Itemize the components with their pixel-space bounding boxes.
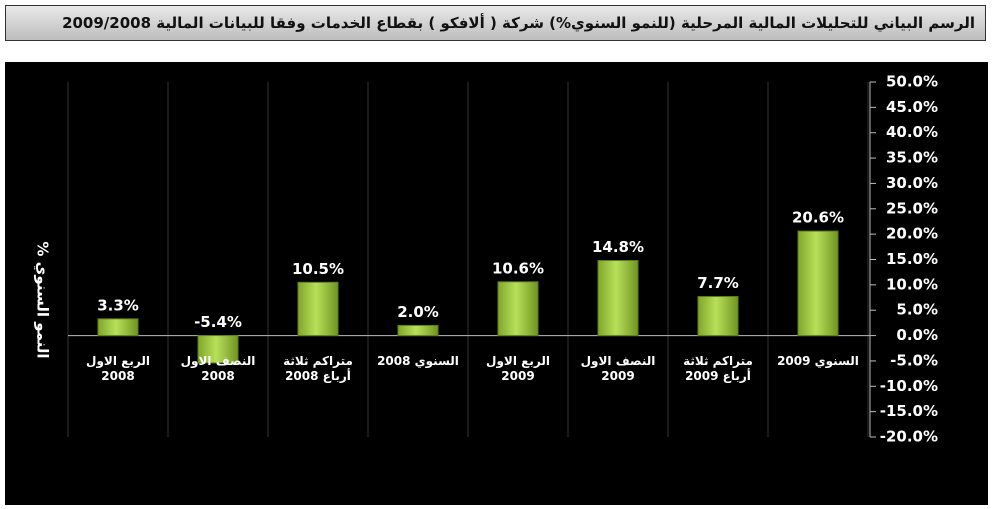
y-tick-label: 5.0%: [896, 301, 938, 319]
value-label: 10.6%: [492, 259, 544, 277]
chart-area: [5, 62, 988, 505]
x-tick-label: الربع الاول 2009: [486, 353, 550, 383]
x-tick-label: النصف الاول 2008: [180, 353, 256, 383]
value-label: 20.6%: [792, 209, 844, 227]
value-label: 7.7%: [697, 274, 739, 292]
x-tick-label: النصف الاول 2009: [580, 353, 656, 383]
y-tick-label: 45.0%: [886, 98, 938, 116]
bar: [97, 318, 139, 337]
y-tick-label: 50.0%: [886, 73, 938, 91]
y-tick-label: 15.0%: [886, 250, 938, 268]
x-tick-label: متراكم ثلاثة أرباع 2009: [683, 353, 753, 383]
value-label: 14.8%: [592, 238, 644, 256]
bar: [397, 324, 439, 337]
y-tick-label: 30.0%: [886, 174, 938, 192]
y-tick-label: -10.0%: [880, 377, 938, 395]
x-tick-label: متراكم ثلاثة أرباع 2008: [283, 353, 353, 383]
value-label: 2.0%: [397, 303, 439, 321]
y-tick-label: 25.0%: [886, 199, 938, 217]
chart-title: الرسم البياني للتحليلات المالية المرحلية…: [5, 5, 986, 41]
y-axis-title: النمو السنوي %: [33, 241, 52, 358]
bar: [497, 281, 539, 337]
y-tick-label: -20.0%: [880, 428, 938, 446]
bar: [597, 260, 639, 337]
value-label: -5.4%: [194, 313, 242, 331]
x-tick-label: الربع الاول 2008: [86, 353, 150, 383]
value-label: 3.3%: [97, 296, 139, 314]
y-tick-label: -15.0%: [880, 402, 938, 420]
x-tick-label: السنوي 2008: [377, 353, 459, 368]
value-label: 10.5%: [292, 260, 344, 278]
y-tick-label: 20.0%: [886, 225, 938, 243]
y-tick-label: -5.0%: [890, 351, 938, 369]
y-tick-label: 40.0%: [886, 123, 938, 141]
y-tick-label: 10.0%: [886, 275, 938, 293]
bar: [197, 335, 239, 364]
y-tick-label: 0.0%: [896, 326, 938, 344]
bar: [297, 281, 339, 337]
bar: [697, 296, 739, 337]
bar: [797, 230, 839, 337]
y-tick-label: 35.0%: [886, 149, 938, 167]
x-tick-label: السنوي 2009: [777, 353, 859, 368]
